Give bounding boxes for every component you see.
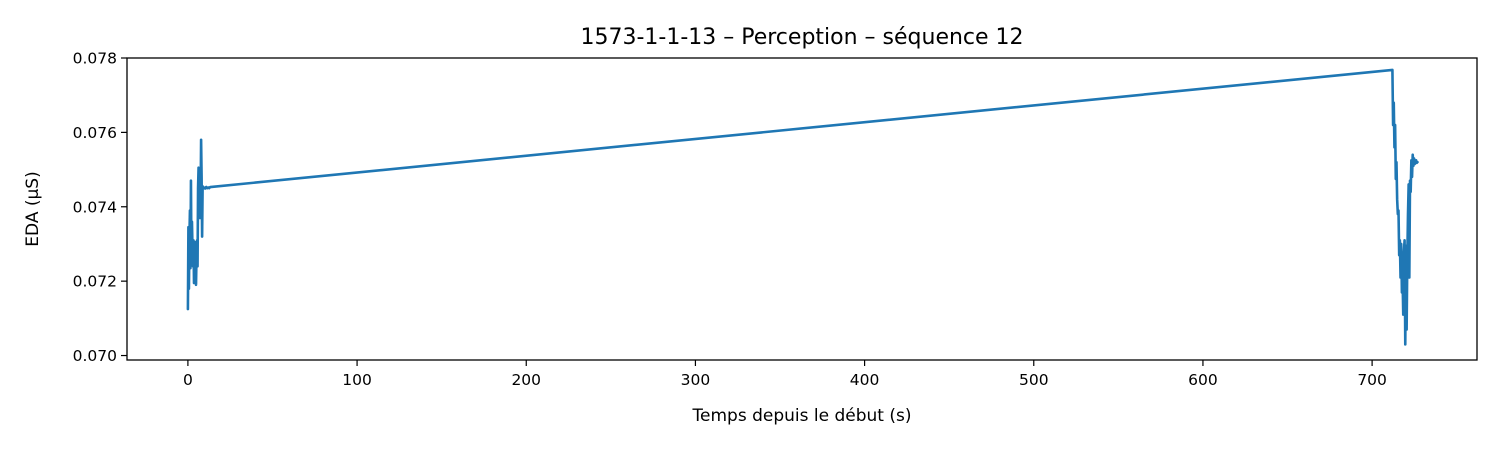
chart-title: 1573-1-1-13 – Perception – séquence 12 bbox=[580, 25, 1023, 50]
x-tick-label: 400 bbox=[850, 371, 880, 389]
x-tick-label: 500 bbox=[1019, 371, 1049, 389]
y-tick-label: 0.072 bbox=[73, 273, 117, 291]
x-tick-label: 0 bbox=[183, 371, 193, 389]
y-tick-label: 0.074 bbox=[73, 198, 117, 216]
x-tick-label: 600 bbox=[1188, 371, 1218, 389]
y-axis-label: EDA (µS) bbox=[23, 171, 43, 246]
plot-area bbox=[126, 57, 1478, 361]
y-tick-label: 0.076 bbox=[73, 124, 117, 142]
x-tick-label: 200 bbox=[511, 371, 541, 389]
y-tick-label: 0.078 bbox=[73, 50, 117, 68]
y-tick-label: 0.070 bbox=[73, 347, 117, 365]
x-tick-label: 700 bbox=[1357, 371, 1387, 389]
y-axis-ticks: 0.070 0.072 0.074 0.076 0.078 bbox=[73, 50, 127, 365]
series-line-0 bbox=[186, 68, 1419, 346]
x-tick-label: 300 bbox=[681, 371, 711, 389]
x-tick-label: 100 bbox=[342, 371, 372, 389]
x-axis-label: Temps depuis le début (s) bbox=[692, 406, 912, 426]
x-axis-ticks: 0 100 200 300 400 500 600 700 bbox=[183, 360, 1387, 389]
axes-frame bbox=[126, 57, 1478, 361]
